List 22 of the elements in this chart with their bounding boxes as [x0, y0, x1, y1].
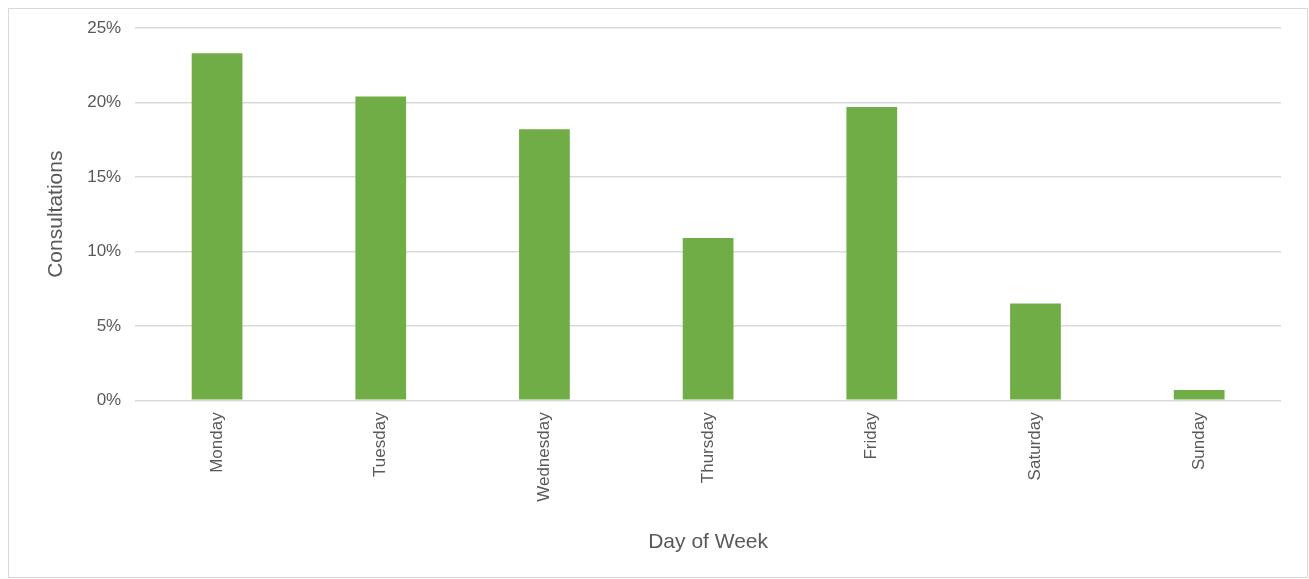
bar	[682, 238, 734, 400]
y-tick-label: 15%	[87, 166, 122, 186]
bar	[1173, 389, 1225, 400]
y-tick-label: 5%	[96, 315, 122, 335]
y-tick-label: 10%	[87, 241, 122, 261]
y-axis-title: Consultations	[43, 150, 67, 278]
x-tick-label: Saturday	[1025, 411, 1045, 481]
y-tick-label: 25%	[87, 17, 122, 37]
x-tick-label: Friday	[861, 411, 881, 460]
x-tick-label: Wednesday	[534, 411, 554, 502]
x-tick-label: Thursday	[697, 411, 717, 484]
y-tick-label: 0%	[96, 390, 122, 410]
bar	[355, 96, 407, 400]
y-tick-label: 20%	[87, 92, 122, 112]
bar	[191, 53, 243, 400]
x-tick-label: Sunday	[1188, 411, 1208, 471]
x-tick-label: Monday	[206, 411, 226, 473]
bar	[846, 106, 898, 400]
x-tick-label: Tuesday	[370, 411, 390, 477]
bar	[1010, 303, 1061, 400]
bar	[519, 129, 570, 400]
x-axis-title: Day of Week	[648, 529, 769, 553]
